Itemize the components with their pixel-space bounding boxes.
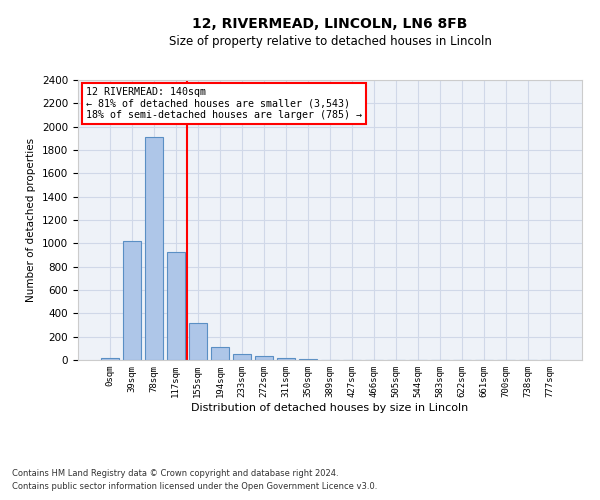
- Text: Contains HM Land Registry data © Crown copyright and database right 2024.: Contains HM Land Registry data © Crown c…: [12, 469, 338, 478]
- Text: Contains public sector information licensed under the Open Government Licence v3: Contains public sector information licen…: [12, 482, 377, 491]
- Y-axis label: Number of detached properties: Number of detached properties: [26, 138, 37, 302]
- Bar: [145, 137, 163, 360]
- Bar: [255, 356, 273, 360]
- Text: 12 RIVERMEAD: 140sqm
← 81% of detached houses are smaller (3,543)
18% of semi-de: 12 RIVERMEAD: 140sqm ← 81% of detached h…: [86, 87, 362, 120]
- Bar: [167, 252, 185, 360]
- Bar: [189, 324, 206, 360]
- Text: 12, RIVERMEAD, LINCOLN, LN6 8FB: 12, RIVERMEAD, LINCOLN, LN6 8FB: [193, 18, 467, 32]
- Bar: [123, 241, 140, 360]
- Bar: [233, 354, 251, 360]
- Bar: [101, 358, 119, 360]
- Bar: [211, 347, 229, 360]
- Bar: [277, 358, 295, 360]
- Text: Size of property relative to detached houses in Lincoln: Size of property relative to detached ho…: [169, 35, 491, 48]
- X-axis label: Distribution of detached houses by size in Lincoln: Distribution of detached houses by size …: [191, 402, 469, 412]
